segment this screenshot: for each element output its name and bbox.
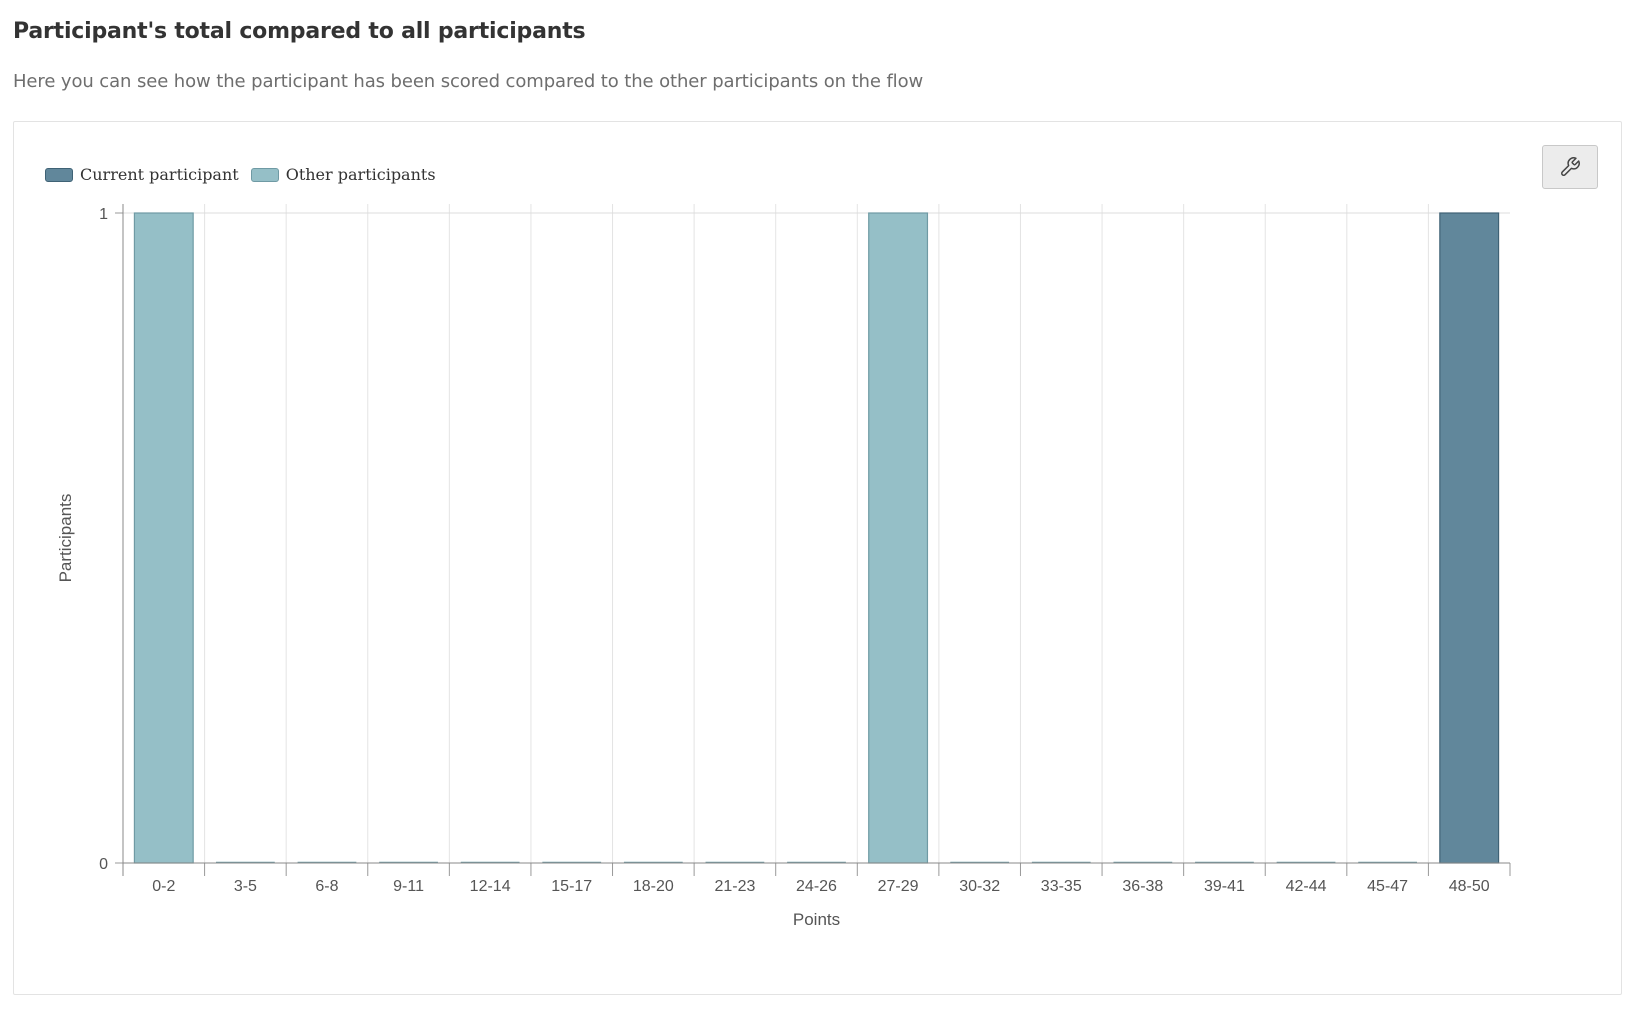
legend-item-other-participants[interactable]: Other participants <box>250 165 436 184</box>
bar-current-participant <box>1439 212 1500 864</box>
page-title: Participant's total compared to all part… <box>13 19 586 44</box>
legend-item-current-participant[interactable]: Current participant <box>45 165 239 184</box>
legend-label-other-participants: Other participants <box>285 165 436 184</box>
x-tick-label: 0-2 <box>152 878 175 895</box>
x-tick-label: 9-11 <box>393 878 424 895</box>
x-tick-label: 42-44 <box>1286 878 1327 895</box>
bar-other-participants <box>868 212 929 864</box>
x-tick-label: 39-41 <box>1204 878 1245 895</box>
x-tick-label: 6-8 <box>315 878 338 895</box>
x-tick-label: 45-47 <box>1367 878 1408 895</box>
x-tick-label: 15-17 <box>551 878 592 895</box>
x-tick-label: 30-32 <box>959 878 1000 895</box>
x-tick-label: 21-23 <box>714 878 755 895</box>
x-tick-label: 27-29 <box>878 878 919 895</box>
chart-panel: Current participant Other participants 0… <box>13 121 1622 995</box>
x-axis-title: Points <box>793 910 840 929</box>
chart-legend: Current participant Other participants <box>45 165 448 184</box>
bar-other-participants <box>133 212 194 864</box>
x-tick-label: 12-14 <box>470 878 511 895</box>
bar-chart: 0 1 0-2 3-5 6-8 9-11 12-14 15-17 18-20 21-23 24-26… <box>56 204 1511 929</box>
chart-options-button[interactable] <box>1542 145 1598 189</box>
legend-label-current-participant: Current participant <box>80 165 239 184</box>
x-tick-label: 33-35 <box>1041 878 1082 895</box>
y-axis-title: Participants <box>56 494 75 583</box>
x-tick-label: 24-26 <box>796 878 837 895</box>
x-tick-label: 3-5 <box>234 878 257 895</box>
x-tick-label: 48-50 <box>1449 878 1490 895</box>
page-subtitle: Here you can see how the participant has… <box>13 71 924 92</box>
y-tick-label: 0 <box>99 856 108 873</box>
x-tick-label: 18-20 <box>633 878 674 895</box>
legend-swatch-other-participants <box>250 167 279 182</box>
wrench-icon <box>1561 157 1580 176</box>
y-tick-label: 1 <box>99 206 108 223</box>
x-tick-label: 36-38 <box>1122 878 1163 895</box>
legend-swatch-current-participant <box>45 167 73 182</box>
